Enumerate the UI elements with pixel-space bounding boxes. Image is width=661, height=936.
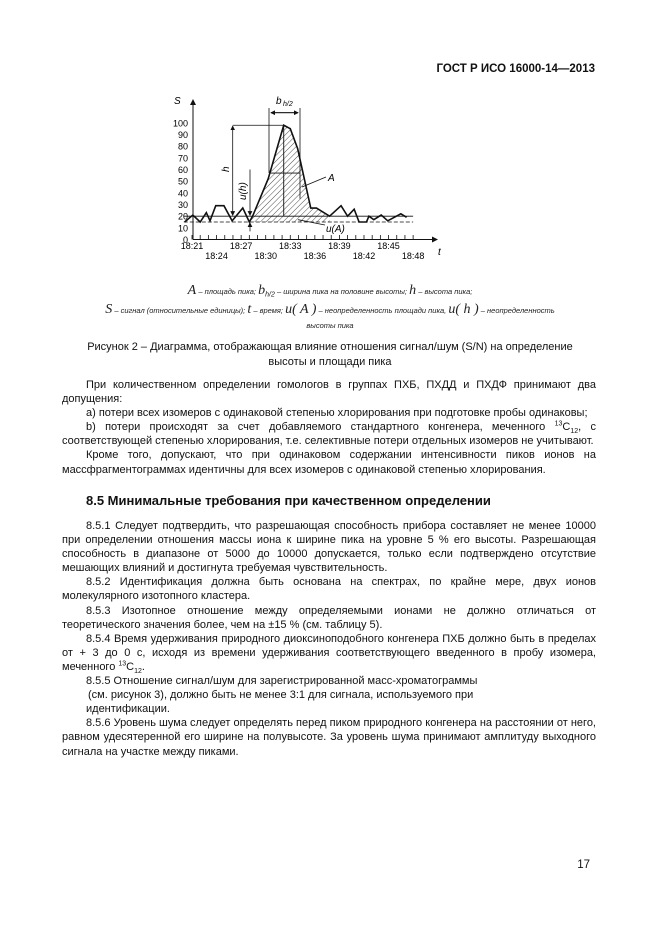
- x-tick-label: 18:42: [353, 251, 376, 261]
- y-tick-label: 70: [178, 153, 188, 163]
- peak-area-hatch: [249, 125, 330, 223]
- requirements-text: 8.5.1 Следует подтвердить, что разрешающ…: [62, 519, 596, 759]
- x-tick-label: 18:33: [279, 241, 302, 251]
- paragraph-8-5-1: 8.5.1 Следует подтвердить, что разрешающ…: [62, 520, 596, 575]
- legend-b-text: – ширина пика на половине высоты;: [276, 287, 408, 296]
- caption-line-1: Рисунок 2 – Диаграмма, отображающая влия…: [87, 341, 573, 353]
- page-number: 17: [577, 859, 590, 871]
- y-tick-label: 10: [178, 223, 188, 233]
- legend-A-symbol: A: [187, 283, 197, 298]
- y-tick-label: 30: [178, 200, 188, 210]
- figure-legend-line1: A – площадь пика; bh/2 – ширина пика на …: [40, 283, 620, 299]
- x-tick-label: 18:36: [304, 251, 327, 261]
- x-axis-label: t: [438, 247, 442, 258]
- legend-uA-text: – неопределенность площади пика,: [318, 306, 447, 315]
- y-tick-label: 0: [183, 235, 188, 245]
- legend-uA-symbol: u( A ): [285, 302, 317, 317]
- snr-peak-chart: St010203040506070809010018:2118:2418:271…: [173, 96, 442, 261]
- A-leader: [301, 176, 327, 188]
- section-heading: 8.5 Минимальные требования при качествен…: [86, 493, 491, 508]
- legend-uh-text-cont: высоты пика: [306, 321, 354, 330]
- y-tick-label: 90: [178, 130, 188, 140]
- legend-b-sub: h/2: [265, 291, 275, 299]
- figure-caption: Рисунок 2 – Диаграмма, отображающая влия…: [60, 340, 600, 370]
- uA-label: u(A): [326, 224, 345, 235]
- paragraph: При количественном определении гомологов…: [62, 379, 596, 406]
- A-label: A: [327, 173, 335, 184]
- x-tick-label: 18:30: [254, 251, 277, 261]
- x-tick-label: 18:27: [230, 241, 253, 251]
- legend-uh-text: – неопределенность: [480, 306, 555, 315]
- uA-leader: [297, 219, 326, 226]
- paragraph-8-5-2: 8.5.2 Идентификация должна быть основана…: [62, 576, 596, 603]
- y-tick-label: 50: [178, 177, 188, 187]
- paragraph-8-5-5-cont: идентификации.: [86, 703, 170, 716]
- signal-line: [184, 124, 407, 224]
- half-width-label: b: [276, 96, 282, 107]
- legend-S-text: – сигнал (относительные единицы);: [114, 306, 246, 315]
- paragraph-8-5-5: 8.5.5 Отношение сигнал/шум для зарегистр…: [86, 675, 478, 688]
- document-header: ГОСТ Р ИСО 16000-14—2013: [436, 63, 595, 75]
- figure-legend-line2: S – сигнал (относительные единицы); t – …: [40, 302, 620, 318]
- legend-S-symbol: S: [105, 302, 113, 317]
- paragraph-8-5-3: 8.5.3 Изотопное отношение между определя…: [62, 604, 596, 631]
- legend-t-text: – время;: [253, 306, 283, 315]
- height-label: h: [221, 166, 232, 172]
- paragraph: b) потери происходят за счет добавляемог…: [62, 420, 596, 448]
- paragraph: а) потери всех изомеров с одинаковой сте…: [86, 407, 588, 420]
- x-tick-label: 18:45: [377, 241, 400, 251]
- x-tick-label: 18:48: [402, 251, 425, 261]
- x-tick-label: 18:21: [181, 241, 204, 251]
- y-tick-label: 100: [173, 118, 188, 128]
- y-tick-label: 20: [178, 212, 188, 222]
- legend-A-text: – площадь пика;: [198, 287, 257, 296]
- legend-uh-symbol: u( h ): [448, 302, 479, 317]
- assumptions-text: При количественном определении гомологов…: [62, 378, 596, 477]
- paragraph-8-5-4: 8.5.4 Время удерживания природного диокс…: [62, 632, 596, 676]
- y-axis-label: S: [174, 96, 181, 107]
- paragraph: Кроме того, допускают, что при одинаково…: [62, 449, 596, 476]
- uh-label: u(h): [238, 182, 249, 200]
- x-tick-label: 18:39: [328, 241, 351, 251]
- y-tick-label: 60: [178, 165, 188, 175]
- caption-line-2: высоты и площади пика: [268, 356, 392, 368]
- x-tick-label: 18:24: [205, 251, 228, 261]
- y-tick-label: 80: [178, 142, 188, 152]
- legend-h-text: – высота пика;: [418, 287, 473, 296]
- paragraph-8-5-5-cont: (см. рисунок 3), должно быть не менее 3:…: [88, 689, 474, 702]
- legend-b-symbol: b: [258, 283, 266, 298]
- legend-t-symbol: t: [247, 302, 252, 317]
- legend-h-symbol: h: [409, 283, 417, 298]
- y-tick-label: 40: [178, 188, 188, 198]
- half-width-label-sub: h/2: [283, 101, 293, 108]
- paragraph-8-5-6: 8.5.6 Уровень шума следует определять пе…: [62, 717, 596, 758]
